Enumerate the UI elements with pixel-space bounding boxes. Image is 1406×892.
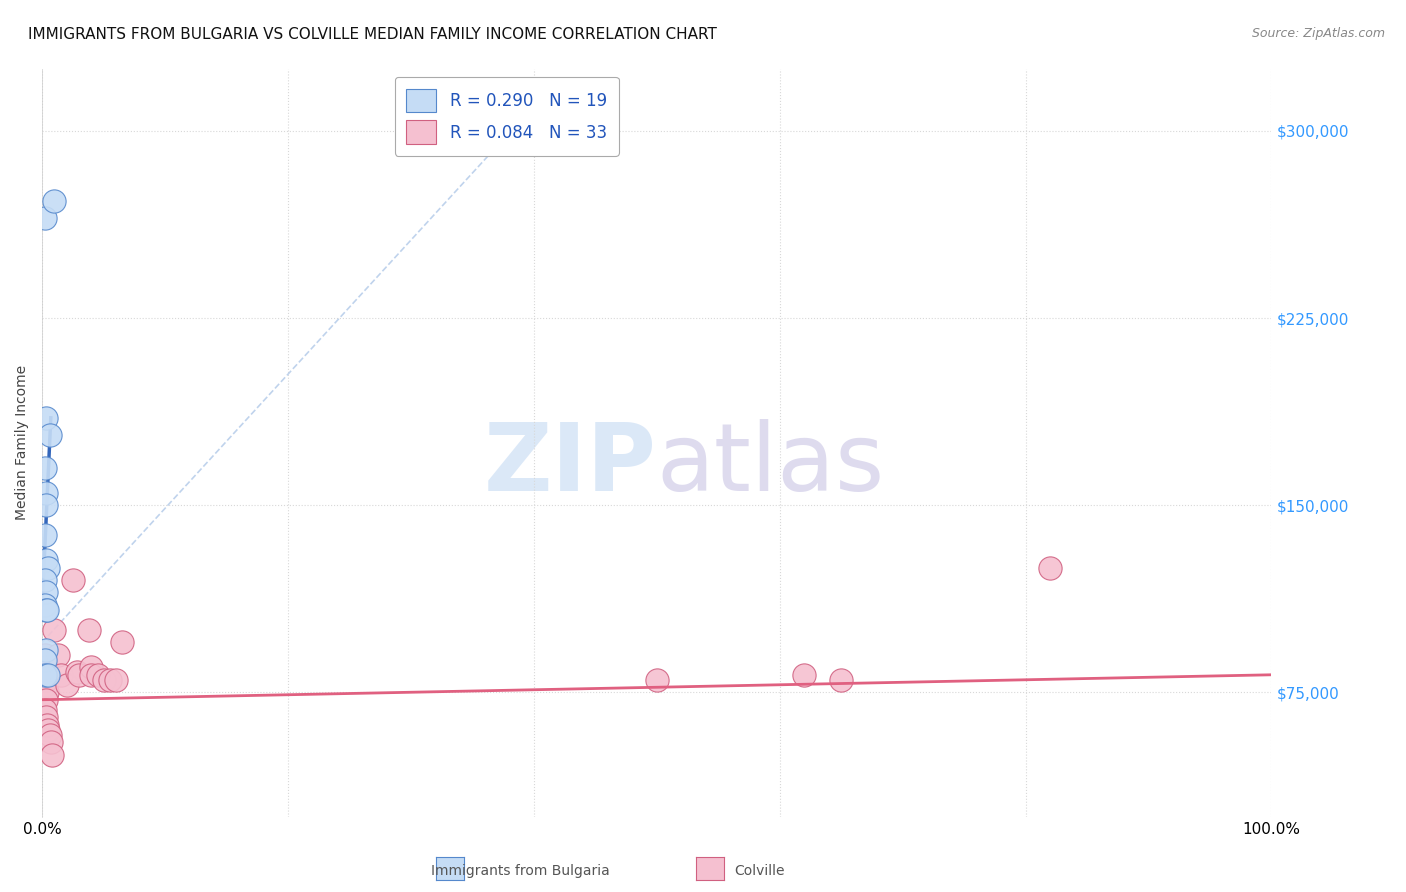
- Point: [35, 485, 58, 500]
- Point: [35, 692, 58, 706]
- Text: IMMIGRANTS FROM BULGARIA VS COLVILLE MEDIAN FAMILY INCOME CORRELATION CHART: IMMIGRANTS FROM BULGARIA VS COLVILLE MED…: [28, 27, 717, 42]
- Point: [35, 643, 58, 657]
- Point: [37, 717, 59, 731]
- Point: [34, 460, 56, 475]
- Point: [38, 428, 60, 442]
- Point: [34, 211, 56, 226]
- Point: [35, 498, 58, 512]
- Point: [35, 660, 58, 674]
- Point: [37, 685, 59, 699]
- Point: [86, 667, 108, 681]
- Point: [39, 735, 62, 749]
- Point: [65, 665, 87, 680]
- Point: [67, 667, 90, 681]
- Point: [35, 678, 58, 692]
- Point: [98, 673, 121, 687]
- Point: [34, 573, 56, 587]
- Point: [111, 635, 134, 649]
- Point: [37, 560, 59, 574]
- Point: [34, 667, 56, 681]
- Point: [34, 673, 56, 687]
- Point: [34, 648, 56, 662]
- Point: [37, 667, 59, 681]
- Point: [62, 573, 84, 587]
- Point: [35, 553, 58, 567]
- Point: [35, 585, 58, 599]
- Text: atlas: atlas: [657, 419, 884, 511]
- Point: [37, 723, 59, 737]
- Point: [80, 660, 103, 674]
- Point: [830, 673, 852, 687]
- Point: [41, 747, 63, 762]
- Text: ZIP: ZIP: [484, 419, 657, 511]
- Point: [37, 603, 59, 617]
- Point: [44, 623, 66, 637]
- Text: Immigrants from Bulgaria: Immigrants from Bulgaria: [430, 863, 610, 878]
- Point: [46, 648, 69, 662]
- Point: [38, 728, 60, 742]
- Text: Source: ZipAtlas.com: Source: ZipAtlas.com: [1251, 27, 1385, 40]
- Point: [55, 678, 77, 692]
- Point: [34, 703, 56, 717]
- Point: [93, 673, 115, 687]
- Text: Colville: Colville: [734, 863, 785, 878]
- Point: [34, 653, 56, 667]
- Point: [35, 710, 58, 724]
- Point: [35, 410, 58, 425]
- Point: [645, 673, 668, 687]
- Point: [44, 194, 66, 208]
- Point: [77, 623, 100, 637]
- Point: [80, 667, 103, 681]
- Point: [35, 603, 58, 617]
- Point: [34, 528, 56, 542]
- Point: [34, 598, 56, 612]
- Y-axis label: Median Family Income: Median Family Income: [15, 365, 30, 520]
- Point: [49, 667, 72, 681]
- Legend: R = 0.290   N = 19, R = 0.084   N = 33: R = 0.290 N = 19, R = 0.084 N = 33: [395, 77, 619, 156]
- Point: [793, 667, 815, 681]
- Point: [1039, 560, 1062, 574]
- Point: [35, 673, 58, 687]
- Point: [104, 673, 127, 687]
